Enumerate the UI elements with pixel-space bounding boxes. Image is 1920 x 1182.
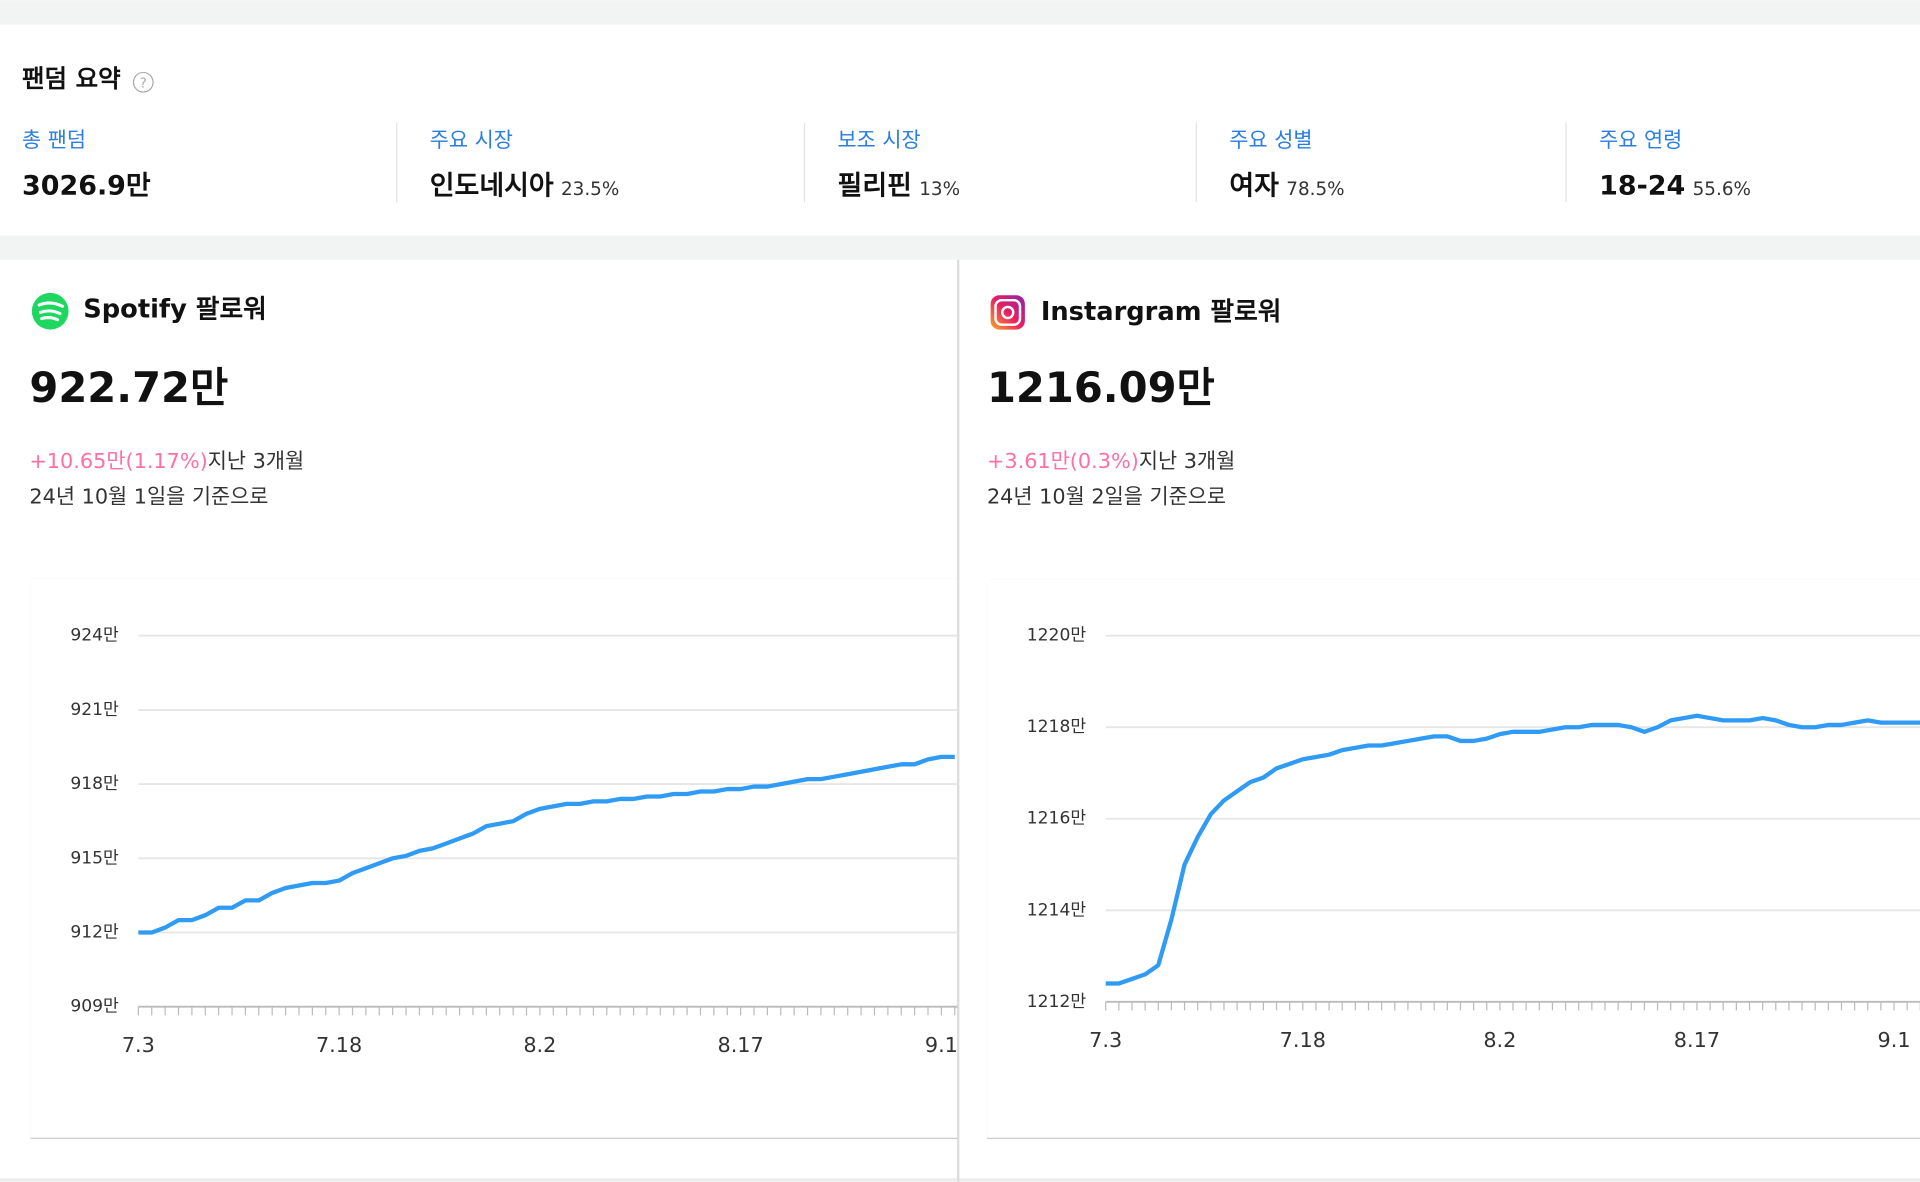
x-tick-label: 8.17	[1674, 1028, 1720, 1052]
value: 3026.9만	[22, 170, 151, 201]
change: +10.65만(1.17%)	[29, 449, 207, 473]
summary-value: 인도네시아 23.5%	[430, 170, 620, 201]
help-icon-mark: ?	[140, 76, 147, 91]
y-tick-label: 1218만	[1027, 717, 1087, 737]
x-tick-label: 7.3	[122, 1033, 155, 1057]
period: 지난 3개월	[1139, 449, 1235, 473]
y-tick-label: 1216만	[1027, 809, 1087, 829]
section-title: 팬덤 요약	[22, 64, 121, 93]
summary-value: 3026.9만	[22, 170, 151, 201]
summary-value: 여자 78.5%	[1229, 170, 1344, 201]
y-tick-label: 912만	[70, 923, 119, 943]
share: 55.6%	[1693, 179, 1751, 200]
summary-label: 주요 연령	[1599, 128, 1682, 152]
share: 13%	[919, 179, 960, 200]
gap-band	[0, 235, 1920, 260]
summary-value: 18-24 55.6%	[1599, 170, 1751, 201]
panel-basis: 24년 10월 2일을 기준으로	[987, 484, 1226, 508]
y-tick-label: 1212만	[1027, 992, 1087, 1012]
series-line	[1105, 713, 1920, 986]
x-tick-label: 8.17	[717, 1033, 763, 1057]
y-tick-label: 1214만	[1027, 900, 1087, 920]
panel-total: 1216.09만	[987, 363, 1215, 412]
chart: 1212만 1214만 1216만 1218만 1220만 7.3 7.18 8.2 8.17 9…	[1027, 626, 1920, 1052]
x-tick-label: 8.2	[1483, 1028, 1516, 1052]
series-line	[138, 754, 955, 935]
summary-label: 보조 시장	[838, 128, 921, 152]
y-tick-label: 921만	[70, 700, 119, 720]
summary-label: 주요 시장	[430, 128, 513, 152]
summary-label: 주요 성별	[1229, 128, 1312, 152]
summary-label: 총 팬덤	[22, 128, 86, 152]
change: +3.61만(0.3%)	[987, 449, 1139, 473]
panel-basis: 24년 10월 1일을 기준으로	[29, 484, 268, 508]
panel-change: +10.65만(1.17%)지난 3개월	[29, 449, 304, 473]
chart-frame	[986, 579, 1920, 1139]
value: 필리핀	[838, 170, 912, 201]
chart-frame	[30, 578, 958, 1139]
chart: 909만 912만 915만 918만 921만 924만 7.3 7.18 8.2 8.17 9.…	[70, 626, 958, 1057]
y-tick-label: 909만	[70, 997, 119, 1017]
value: 여자	[1229, 170, 1279, 201]
panel-title: Instargram 팔로워	[1041, 297, 1282, 327]
period: 지난 3개월	[208, 449, 304, 473]
share: 23.5%	[561, 179, 619, 200]
x-tick-label: 7.18	[316, 1033, 362, 1057]
share: 78.5%	[1286, 179, 1344, 200]
y-tick-label: 918만	[70, 774, 119, 794]
value: 18-24	[1599, 170, 1685, 201]
x-tick-label: 9.1	[1878, 1028, 1911, 1052]
y-tick-label: 1220만	[1027, 626, 1087, 646]
y-tick-label: 915만	[70, 848, 119, 868]
value: 인도네시아	[430, 170, 554, 201]
panel-title: Spotify 팔로워	[83, 294, 267, 324]
top-band	[0, 0, 1920, 25]
x-tick-label: 7.3	[1089, 1028, 1122, 1052]
help-icon[interactable]	[132, 71, 154, 93]
bottom-band	[0, 1178, 1920, 1182]
y-tick-label: 924만	[70, 626, 119, 646]
panel-total: 922.72만	[29, 363, 228, 412]
x-tick-label: 7.18	[1280, 1028, 1326, 1052]
x-tick-label: 8.2	[523, 1033, 556, 1057]
instagram-icon	[990, 295, 1025, 330]
summary-value: 필리핀 13%	[838, 170, 960, 201]
spotify-icon	[31, 292, 69, 330]
x-tick-label: 9.1	[925, 1033, 958, 1057]
panel-change: +3.61만(0.3%)지난 3개월	[987, 449, 1235, 473]
